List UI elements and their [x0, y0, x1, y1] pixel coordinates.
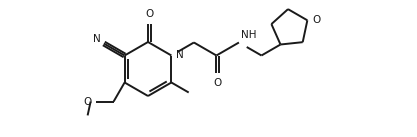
Text: O: O: [312, 15, 321, 25]
Text: O: O: [214, 78, 222, 88]
Text: O: O: [83, 97, 92, 107]
Text: NH: NH: [241, 31, 256, 41]
Text: N: N: [176, 49, 184, 59]
Text: O: O: [146, 9, 153, 19]
Text: N: N: [93, 35, 101, 45]
